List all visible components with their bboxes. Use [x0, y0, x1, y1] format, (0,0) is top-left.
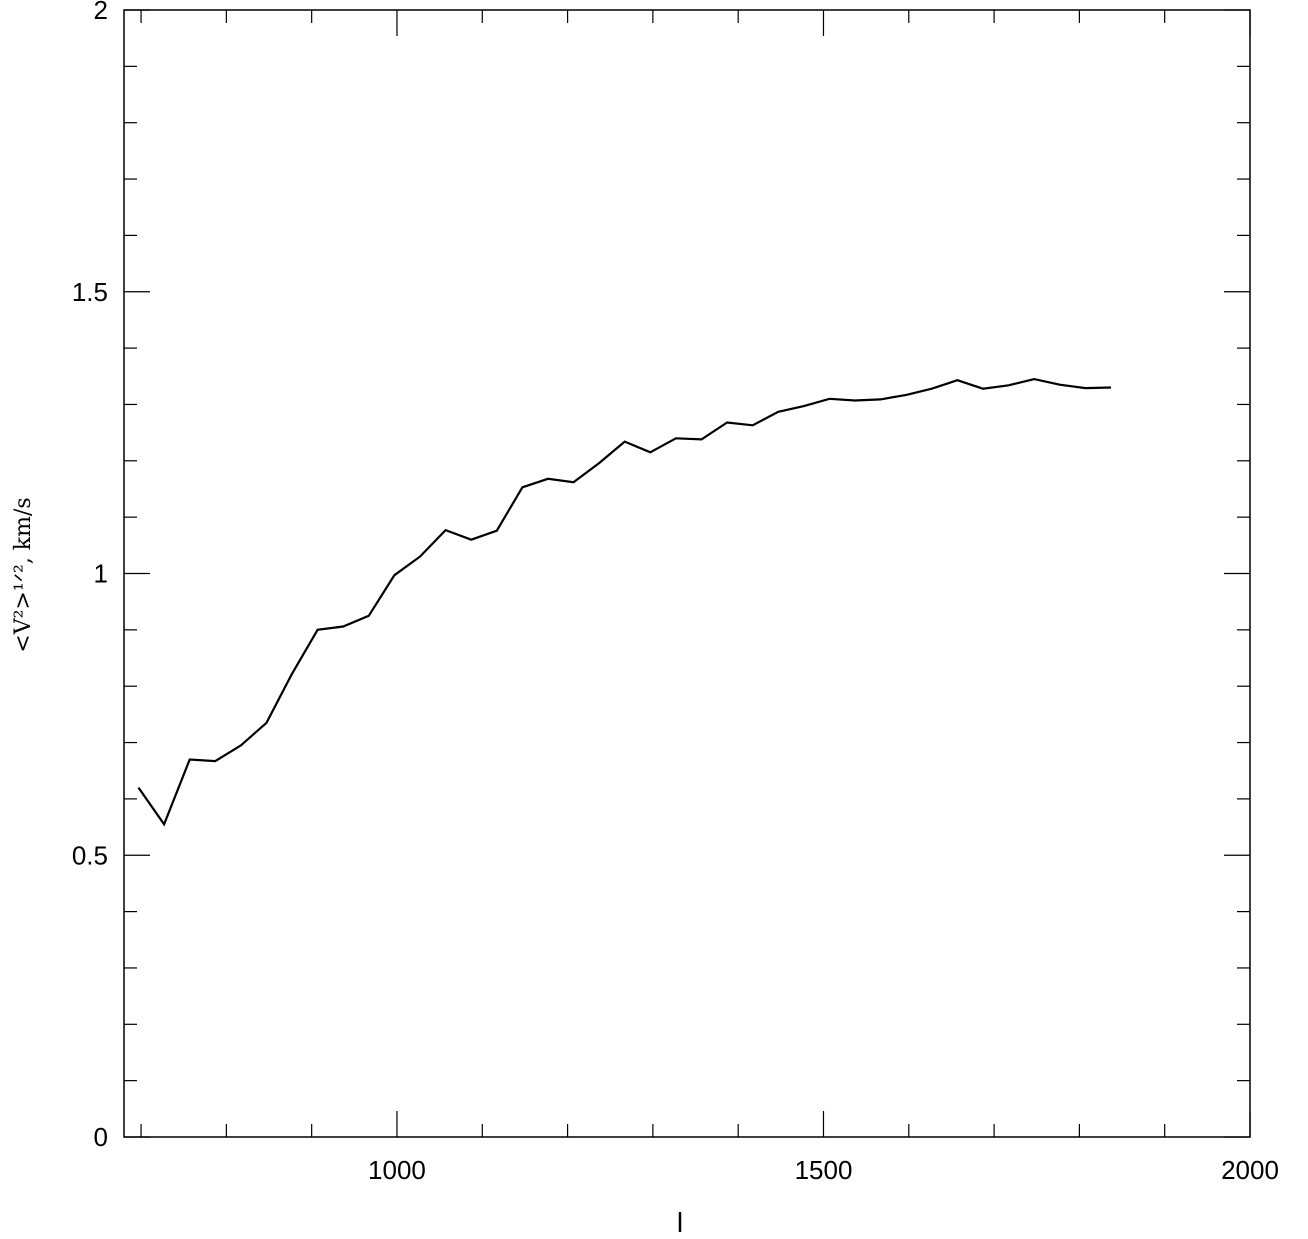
series-line	[137, 377, 1112, 827]
y-tick-label: 1.5	[72, 277, 108, 307]
plot-frame	[123, 9, 1251, 1138]
x-axis-title: l	[677, 1207, 683, 1238]
y-tick-label: 0.5	[72, 840, 108, 870]
y-axis-title: <V²>¹ᐟ², km/s	[11, 497, 36, 652]
y-tick-label: 1	[94, 559, 108, 589]
x-tick-label: 2000	[1221, 1155, 1279, 1185]
tick-labels: 1000 1500 2000 0 0.5 1 1.5 2	[72, 0, 1279, 1185]
y-tick-label: 2	[94, 0, 108, 25]
x-tick-label: 1000	[368, 1155, 426, 1185]
axis-ticks	[124, 9, 1251, 1138]
y-tick-label: 0	[94, 1122, 108, 1152]
x-tick-label: 1500	[795, 1155, 853, 1185]
